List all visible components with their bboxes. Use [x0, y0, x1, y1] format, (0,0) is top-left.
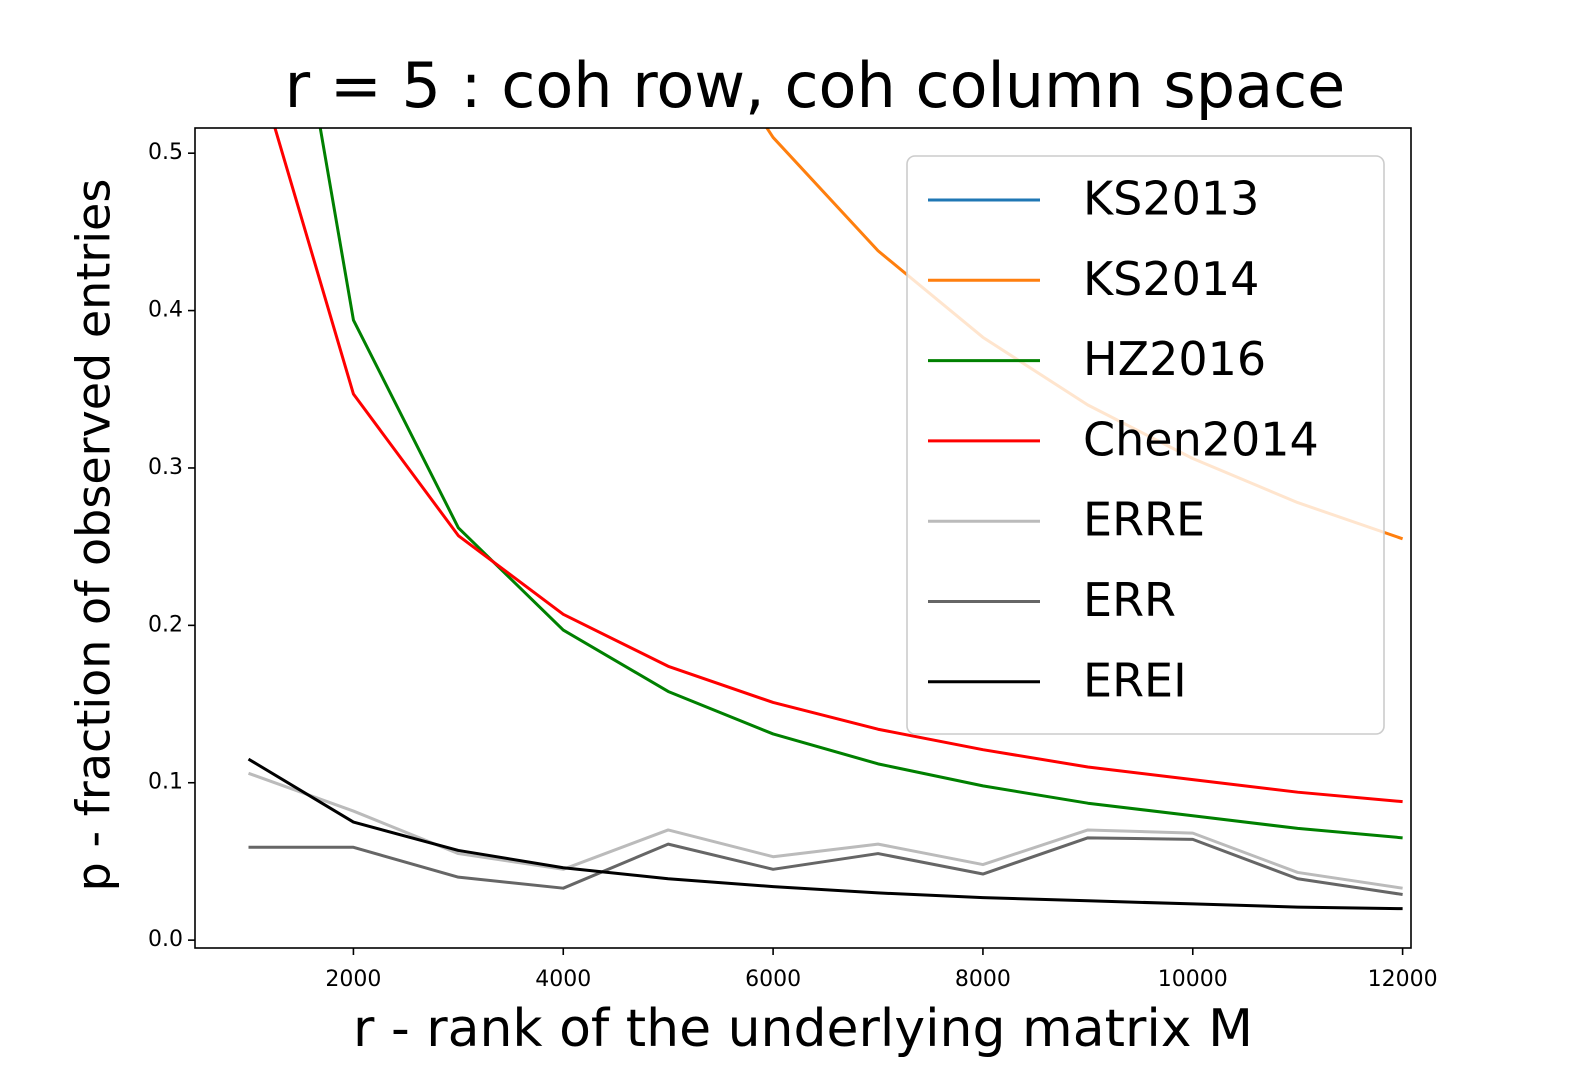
y-tick-label: 0.2	[148, 612, 183, 637]
legend-label: ERR	[1083, 573, 1176, 627]
series-line	[318, 128, 1403, 840]
series-line	[273, 128, 1403, 804]
legend: KS2013 KS2014 HZ2016 Chen2014 ERRE ERR EREI	[906, 155, 1385, 735]
x-tick-label: 2000	[325, 967, 381, 992]
plot-area	[247, 128, 1404, 911]
y-tick-label: 0.3	[148, 455, 183, 480]
series-line	[248, 836, 1403, 896]
chart-title: r = 5 : coh row, coh column space	[285, 49, 1346, 122]
y-tick-label: 0.0	[148, 927, 183, 952]
y-tick-label: 0.1	[148, 770, 183, 795]
legend-label: KS2013	[1083, 172, 1259, 226]
legend-label: Chen2014	[1083, 412, 1319, 466]
legend-label: HZ2016	[1083, 332, 1266, 386]
y-tick-label: 0.4	[148, 298, 183, 323]
x-tick-label: 12000	[1368, 967, 1438, 992]
x-tick-label: 4000	[535, 967, 591, 992]
y-tick-label: 0.5	[148, 140, 183, 165]
x-axis-label: r - rank of the underlying matrix M	[353, 999, 1253, 1059]
x-tick-label: 6000	[745, 967, 801, 992]
legend-label: KS2014	[1083, 252, 1259, 306]
x-tick-label: 8000	[955, 967, 1011, 992]
x-tick-label: 10000	[1158, 967, 1228, 992]
y-axis-label: p - fraction of observed entries	[67, 179, 121, 892]
legend-label: ERRE	[1083, 493, 1205, 547]
axes-frame	[194, 127, 1412, 949]
series-line	[247, 757, 1403, 911]
legend-label: EREI	[1083, 653, 1187, 707]
legend-box	[906, 155, 1385, 735]
